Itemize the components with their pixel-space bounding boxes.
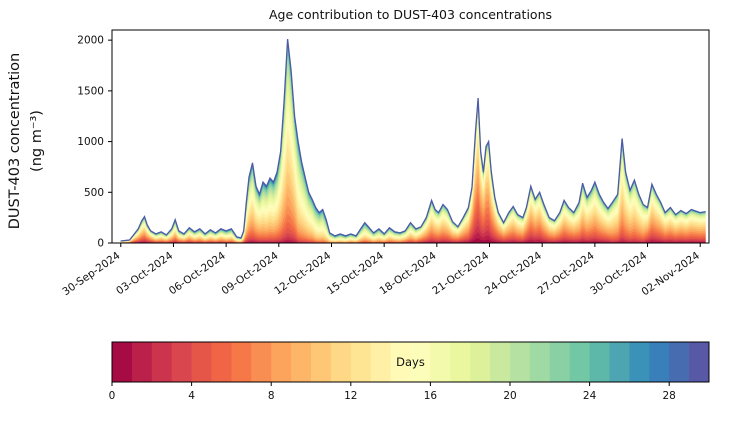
plot-frame (111, 29, 710, 244)
colorbar-cell (171, 342, 193, 382)
colorbar-tick-label: 28 (663, 390, 676, 402)
colorbar-cell (231, 342, 252, 382)
total-envelope-line (120, 39, 706, 242)
colorbar-tick-label: 8 (268, 390, 275, 402)
x-tick-label: 09-Oct-2024 (219, 249, 280, 297)
colorbar-tick-label: 24 (583, 390, 597, 402)
colorbar-cell (112, 342, 133, 382)
colorbar-cell (450, 342, 471, 382)
x-tick-label: 02-Nov-2024 (639, 249, 702, 298)
x-tick-label: 06-Oct-2024 (167, 249, 228, 297)
colorbar-tick-label: 12 (344, 390, 357, 402)
y-tick-label: 2000 (77, 35, 104, 47)
colorbar-tick-label: 16 (424, 390, 438, 402)
colorbar-cell (609, 342, 630, 382)
colorbar-cell (569, 342, 591, 382)
stacked-area-series (120, 39, 706, 244)
colorbar-cell (211, 342, 232, 382)
y-tick-label: 1500 (77, 85, 104, 97)
colorbar: Days 0 4 8 12 16 20 24 28 (109, 341, 710, 402)
colorbar-cell (470, 342, 491, 382)
colorbar-cell (589, 342, 610, 382)
colorbar-cell (490, 342, 511, 382)
x-tick-label: 27-Oct-2024 (536, 249, 597, 297)
colorbar-tick-label: 4 (188, 390, 195, 402)
chart-title: Age contribution to DUST-403 concentrati… (268, 7, 553, 22)
colorbar-cell (131, 342, 153, 382)
colorbar-cell (151, 342, 173, 382)
y-tick-label: 1000 (77, 136, 104, 148)
colorbar-cell (370, 342, 392, 382)
colorbar-cell (430, 342, 451, 382)
colorbar-cell (390, 342, 411, 382)
x-tick-label: 12-Oct-2024 (272, 249, 333, 297)
colorbar-cell (291, 342, 312, 382)
colorbar-frame (111, 341, 710, 383)
colorbar-cell (311, 342, 332, 382)
x-tick-label: 21-Oct-2024 (430, 249, 491, 297)
colorbar-cell (649, 342, 670, 382)
y-axis: 0 500 1000 1500 2000 (77, 35, 112, 250)
colorbar-cell (191, 342, 212, 382)
colorbar-cell (689, 342, 710, 382)
colorbar-title: Days (396, 355, 425, 369)
colorbar-tick-label: 20 (503, 390, 516, 402)
colorbar-cell (271, 342, 292, 382)
x-tick-label: 18-Oct-2024 (378, 249, 439, 297)
x-tick-label: 30-Sep-2024 (60, 249, 122, 298)
colorbar-cell (549, 342, 571, 382)
colorbar-cell (669, 342, 690, 382)
colorbar-cell (410, 342, 431, 382)
x-tick-label: 24-Oct-2024 (483, 249, 544, 297)
x-axis: 30-Sep-202403-Oct-202406-Oct-202409-Oct-… (60, 243, 702, 298)
colorbar-cell (330, 342, 352, 382)
colorbar-cell (629, 342, 650, 382)
colorbar-cell (251, 342, 272, 382)
x-tick-label: 15-Oct-2024 (325, 249, 386, 297)
colorbar-cell (510, 342, 531, 382)
colorbar-cell (350, 342, 372, 382)
y-tick-label: 0 (97, 238, 104, 250)
colorbar-cell (529, 342, 551, 382)
x-tick-label: 03-Oct-2024 (114, 249, 175, 297)
y-tick-label: 500 (84, 187, 104, 199)
colorbar-tick-label: 0 (109, 390, 116, 402)
